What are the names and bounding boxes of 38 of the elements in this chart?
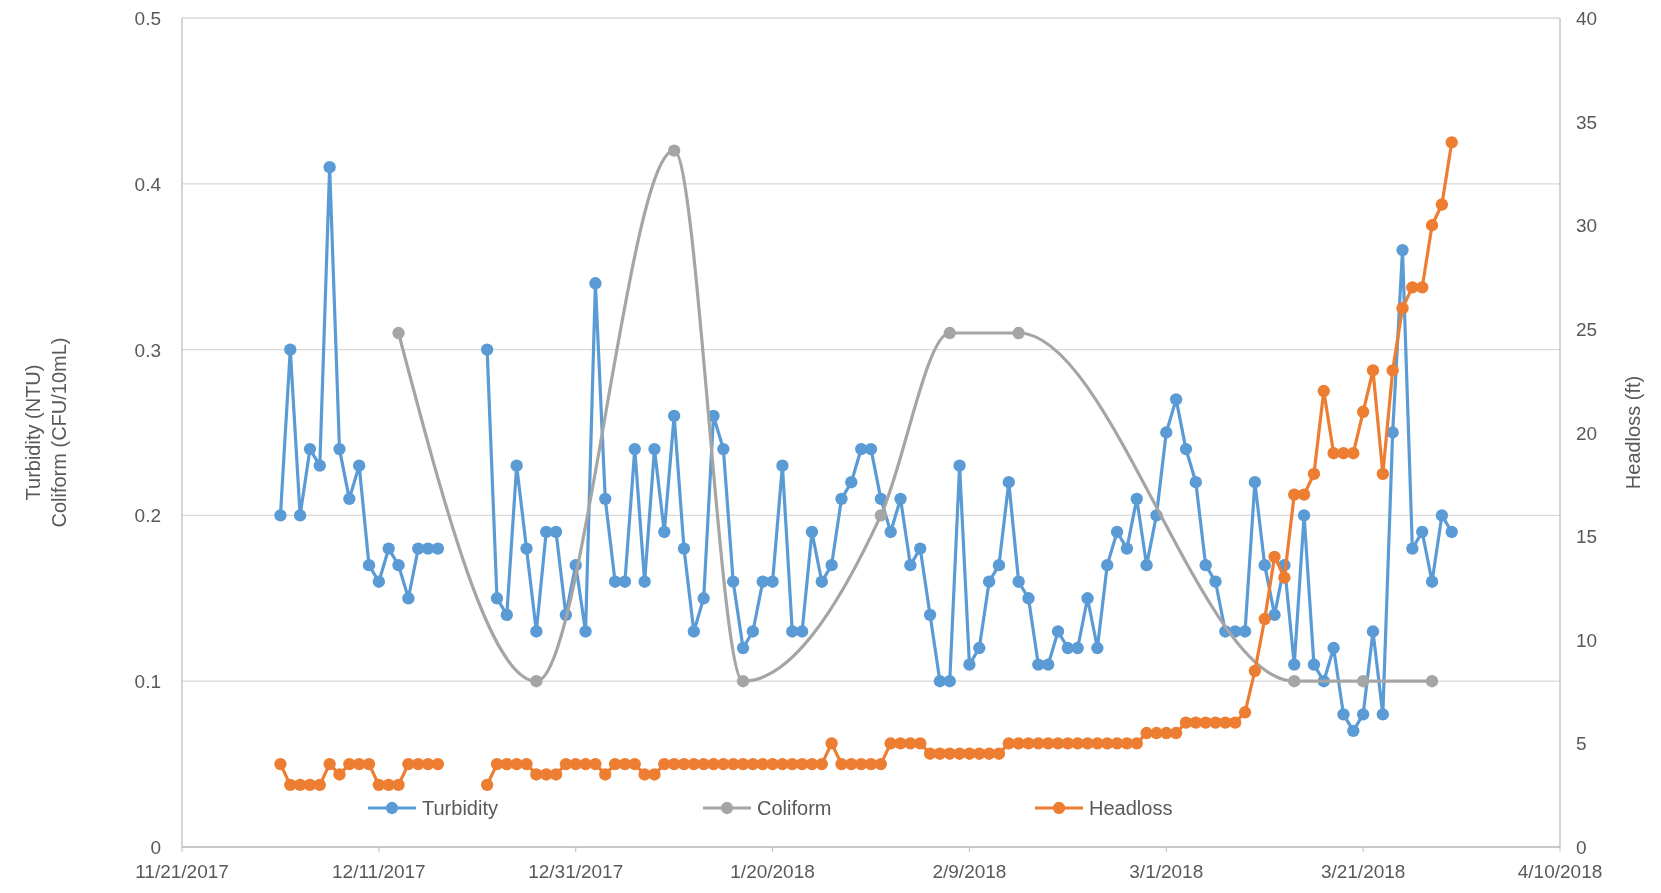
y-tick-label: 0.1: [134, 671, 161, 693]
point: [1288, 675, 1301, 688]
x-tick-label: 1/20/2018: [730, 861, 815, 882]
x-tick-label: 12/31/2017: [528, 861, 624, 882]
y2-tick-label: 25: [1576, 318, 1598, 340]
x-tick-label: 2/9/2018: [932, 861, 1007, 882]
y2-tick-label: 15: [1576, 526, 1598, 548]
point: [530, 675, 543, 688]
y2-tick-label: 10: [1576, 629, 1598, 651]
legend-label: Turbidity: [422, 797, 498, 819]
y2-tick-label: 0: [1576, 837, 1587, 858]
x-tick-label: 4/10/2018: [1517, 861, 1603, 882]
y2-tick-label: 20: [1576, 422, 1598, 444]
y-tick-label: 0: [150, 837, 161, 858]
y2-tick-label: 35: [1576, 111, 1598, 133]
point: [736, 675, 750, 688]
x-tick-label: 3/21/2018: [1320, 861, 1406, 882]
y2-tick-label: 30: [1576, 215, 1598, 237]
point: [392, 326, 405, 340]
point: [1356, 675, 1370, 688]
point: [874, 509, 888, 522]
y-tick-label: 0.2: [134, 505, 161, 527]
y2-axis-title: Headloss (ft): [1622, 375, 1644, 490]
point: [943, 326, 956, 340]
y-tick-label: 0.5: [134, 8, 161, 29]
y-axis-title: Turbidity (NTU) Coliform (CFU/10mL): [22, 337, 70, 528]
point: [1425, 675, 1439, 688]
point: [667, 144, 681, 157]
y-tick-label: 0.4: [134, 173, 162, 195]
x-tick-label: 3/1/2018: [1129, 861, 1204, 882]
y2-tick-label: 5: [1576, 733, 1587, 755]
x-tick-label: 11/21/2017: [135, 861, 229, 882]
point: [1012, 326, 1025, 340]
y-tick-label: 0.3: [134, 339, 161, 361]
x-tick-label: 12/11/2017: [332, 861, 426, 882]
legend-label: Coliform: [757, 797, 832, 819]
legend-label: Headloss: [1089, 797, 1173, 819]
y2-tick-label: 40: [1576, 8, 1598, 29]
